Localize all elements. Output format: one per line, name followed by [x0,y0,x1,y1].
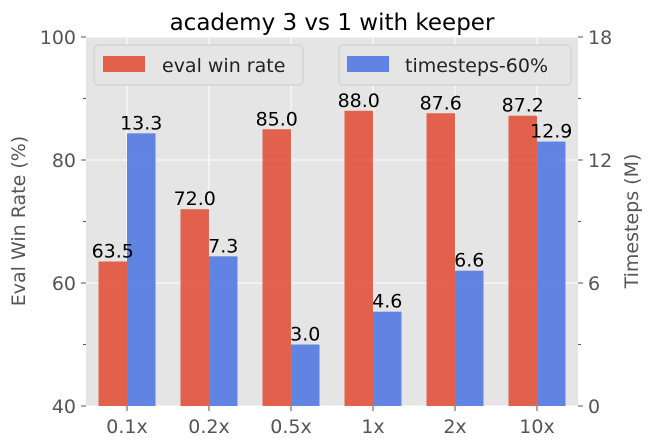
axes: 40 60 80 100 0 6 12 18 0.1x 0.2x 0.5x 1x 2x 10x [40,27,612,438]
data-label: 87.2 [502,95,544,117]
bar [98,261,127,406]
y-tick-label-left: 40 [52,396,76,418]
data-label: 88.0 [338,90,380,112]
bar [262,129,291,406]
data-label: 13.3 [120,112,162,134]
y-tick-label-left: 80 [52,150,76,172]
data-label: 12.9 [530,121,572,143]
bar [180,209,209,406]
bar [455,270,484,406]
legend-box-right [338,44,572,86]
plot-area [86,37,578,406]
y-tick-label-left: 60 [52,273,76,295]
bar [209,256,238,406]
data-label: 7.3 [208,235,238,257]
x-tick-label: 10x [519,416,554,438]
legend-swatch-eval-win-rate [103,56,145,72]
x-tick-label: 0.2x [188,416,229,438]
y-tick-label-right: 12 [588,150,612,172]
data-label: 4.6 [372,291,402,313]
legend: eval win rate timesteps-60% [93,44,572,86]
data-label: 3.0 [290,324,320,346]
bar [373,311,402,406]
y-axis-title-right: Timesteps (M) [621,154,643,290]
data-label: 6.6 [454,250,484,272]
y-axis-title-left: Eval Win Rate (%) [8,136,30,306]
bar [508,115,537,406]
y-tick-label-right: 6 [588,273,600,295]
x-tick-label: 2x [443,416,466,438]
data-label: 87.6 [420,92,462,114]
data-label: 63.5 [92,240,134,262]
y-tick-label-left: 100 [40,27,76,49]
legend-label-eval-win-rate: eval win rate [162,55,285,77]
data-label: 72.0 [174,188,216,210]
legend-swatch-timesteps [347,56,389,72]
bars [98,110,566,407]
y-tick-label-right: 0 [588,396,600,418]
x-tick-label: 1x [361,416,384,438]
x-tick-label: 0.1x [106,416,147,438]
bar [127,133,156,406]
bar [426,113,455,406]
bar [291,344,320,406]
bar [344,110,373,407]
data-label: 85.0 [256,108,298,130]
legend-label-timesteps: timesteps-60% [405,55,548,77]
legend-box-left [93,44,304,86]
y-tick-label-right: 18 [588,27,612,49]
data-labels: 63.5 72.0 85.0 88.0 87.6 87.2 13.3 7.3 3.0 4.6 6.6… [92,90,573,346]
bar [537,141,566,407]
x-tick-label: 0.5x [270,416,311,438]
chart-title: academy 3 vs 1 with keeper [170,10,495,36]
